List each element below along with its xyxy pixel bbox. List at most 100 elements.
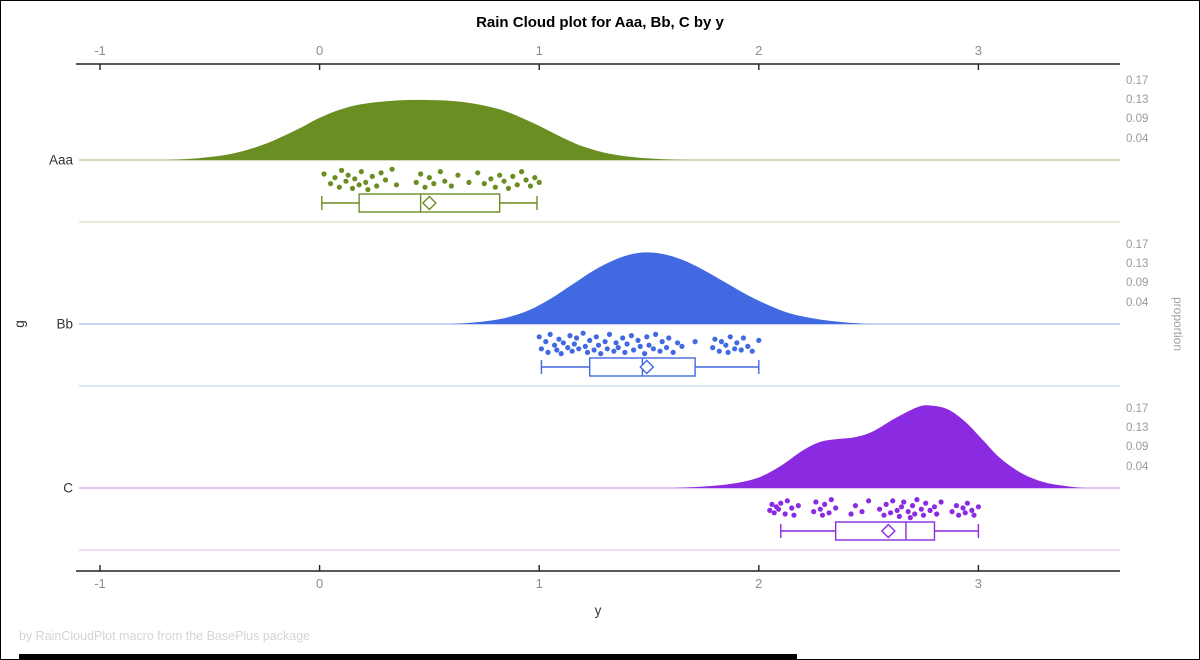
- rain-point-c: [778, 500, 784, 506]
- rain-point-bb: [543, 339, 549, 345]
- rain-point-bb: [723, 342, 729, 348]
- rain-point-bb: [569, 348, 575, 354]
- mean-diamond-bb: [639, 359, 655, 375]
- rain-point-c: [848, 511, 854, 517]
- rain-point-aaa: [393, 182, 400, 188]
- density-tick-label-c: 0.04: [1126, 461, 1149, 473]
- rain-point-aaa: [505, 185, 512, 191]
- rain-point-bb: [582, 343, 588, 349]
- rain-point-aaa: [426, 175, 432, 181]
- rain-point-c: [890, 498, 896, 504]
- rain-point-bb: [620, 335, 626, 341]
- rain-point-bb: [591, 347, 597, 353]
- rain-point-c: [918, 506, 924, 512]
- rain-point-aaa: [365, 187, 371, 193]
- rain-point-bb: [584, 349, 591, 355]
- top-x-axis-tick-label: 3: [975, 43, 982, 58]
- rain-point-aaa: [338, 167, 345, 173]
- rain-point-c: [905, 509, 911, 515]
- rain-point-bb: [580, 330, 586, 336]
- y-axis-title-left: g: [12, 320, 27, 328]
- density-tick-label-bb: 0.04: [1126, 297, 1149, 309]
- rain-point-c: [969, 507, 975, 513]
- rain-point-aaa: [442, 178, 448, 184]
- rain-point-bb: [732, 346, 738, 352]
- y-axis-title-right: proportion: [1171, 297, 1185, 351]
- rain-point-c: [789, 505, 795, 511]
- rain-point-bb: [624, 341, 630, 347]
- rain-point-bb: [611, 348, 617, 354]
- rain-point-aaa: [431, 181, 437, 187]
- rain-point-c: [971, 512, 977, 518]
- rain-point-c: [881, 512, 887, 518]
- rain-point-bb: [650, 346, 656, 352]
- density-tick-label-bb: 0.13: [1126, 258, 1148, 270]
- rain-point-bb: [554, 347, 560, 353]
- rain-point-bb: [593, 334, 599, 340]
- bottom-x-axis-tick-label: 1: [536, 576, 543, 591]
- rain-point-aaa: [332, 175, 338, 181]
- x-axis-title: y: [595, 603, 602, 618]
- rain-point-bb: [637, 343, 643, 349]
- rain-point-aaa: [321, 171, 327, 177]
- chart-title: Rain Cloud plot for Aaa, Bb, C by y: [476, 14, 724, 31]
- rain-point-bb: [606, 331, 613, 337]
- top-x-axis-tick-label: -1: [94, 43, 106, 58]
- density-tick-label-aaa: 0.09: [1126, 113, 1148, 125]
- rain-point-c: [819, 512, 826, 518]
- rain-point-aaa: [358, 169, 364, 175]
- rain-point-bb: [718, 339, 725, 345]
- bottom-x-axis-tick-label: 3: [975, 576, 982, 591]
- rain-point-c: [883, 501, 889, 507]
- rain-point-bb: [565, 345, 571, 351]
- rain-point-bb: [587, 337, 593, 343]
- rain-point-c: [782, 511, 788, 517]
- rain-point-bb: [716, 348, 722, 354]
- rain-point-bb: [604, 346, 610, 352]
- rain-point-aaa: [514, 182, 520, 188]
- rain-point-aaa: [501, 178, 507, 184]
- rain-point-bb: [622, 349, 628, 355]
- rain-point-bb: [692, 339, 698, 345]
- rain-point-c: [876, 506, 883, 512]
- rain-point-aaa: [519, 169, 525, 175]
- rain-point-bb: [646, 342, 652, 348]
- rain-point-aaa: [327, 181, 334, 187]
- rain-point-aaa: [374, 183, 380, 189]
- rain-point-bb: [571, 341, 577, 347]
- rain-point-bb: [556, 336, 562, 342]
- rain-point-c: [775, 506, 782, 512]
- rain-point-bb: [725, 349, 731, 355]
- density-tick-label-c: 0.09: [1126, 441, 1148, 453]
- rain-point-aaa: [343, 178, 349, 184]
- rain-point-bb: [652, 331, 659, 337]
- rain-point-bb: [644, 334, 650, 340]
- rain-point-c: [813, 499, 819, 505]
- density-tick-label-c: 0.17: [1126, 403, 1148, 415]
- rain-point-c: [927, 507, 933, 513]
- density-tick-label-bb: 0.17: [1126, 239, 1148, 251]
- rain-point-bb: [573, 335, 580, 341]
- rain-point-aaa: [345, 172, 351, 178]
- rain-point-aaa: [418, 171, 424, 177]
- rain-point-aaa: [356, 182, 362, 188]
- rain-point-c: [826, 510, 832, 516]
- rain-point-bb: [538, 346, 544, 352]
- rain-point-aaa: [363, 179, 369, 185]
- density-tick-label-aaa: 0.13: [1126, 94, 1148, 106]
- rain-point-aaa: [497, 172, 503, 178]
- rain-point-aaa: [527, 183, 534, 189]
- group-label-bb: Bb: [56, 317, 73, 332]
- rain-point-c: [852, 503, 859, 509]
- density-tick-label-aaa: 0.04: [1126, 133, 1149, 145]
- rain-point-c: [828, 497, 834, 503]
- rain-point-aaa: [481, 181, 487, 187]
- top-x-axis-tick-label: 1: [536, 43, 543, 58]
- rain-point-aaa: [492, 184, 498, 190]
- rain-point-bb: [663, 345, 670, 351]
- rain-point-c: [795, 503, 801, 509]
- rain-point-bb: [670, 349, 676, 355]
- mean-diamond-c: [880, 523, 896, 539]
- rain-point-bb: [674, 340, 681, 346]
